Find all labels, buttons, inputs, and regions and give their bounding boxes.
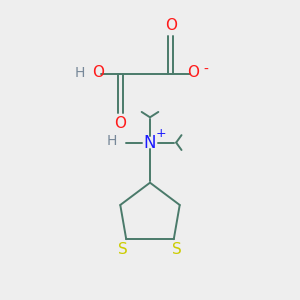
Text: H: H [107, 134, 117, 148]
Text: S: S [172, 242, 182, 257]
Text: O: O [165, 18, 177, 33]
Text: N: N [144, 134, 156, 152]
Text: +: + [156, 127, 166, 140]
Text: O: O [114, 116, 126, 131]
Text: -: - [203, 63, 208, 77]
Text: O: O [187, 65, 199, 80]
Text: S: S [118, 242, 128, 257]
Text: O: O [92, 65, 104, 80]
Text: H: H [75, 66, 85, 80]
